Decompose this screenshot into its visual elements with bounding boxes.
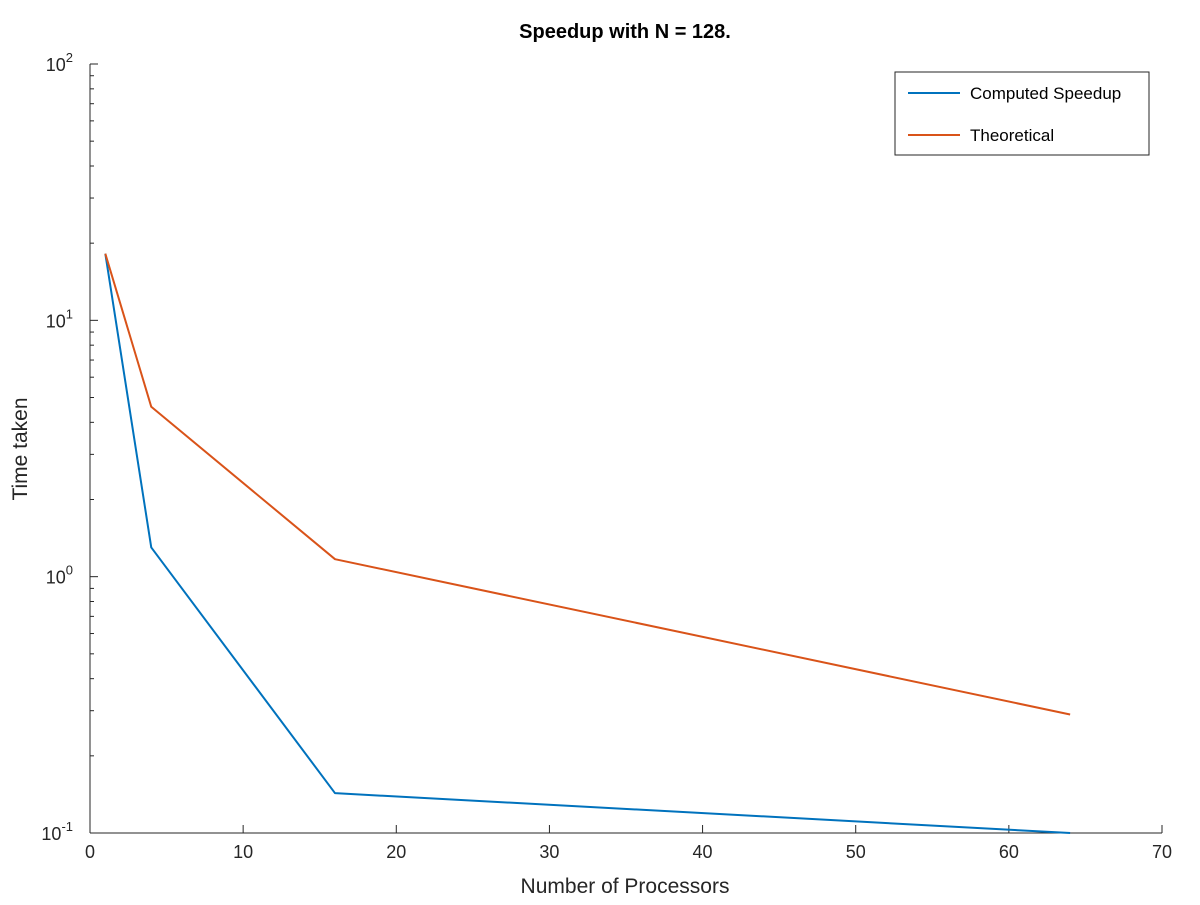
x-tick-label: 40 <box>693 842 713 862</box>
x-tick-label: 20 <box>386 842 406 862</box>
y-tick-base: 10 <box>46 55 66 75</box>
legend-label: Theoretical <box>970 126 1054 145</box>
legend-label: Computed Speedup <box>970 84 1121 103</box>
x-tick-label: 0 <box>85 842 95 862</box>
y-tick-label: 102 <box>46 50 73 75</box>
y-tick-exponent: 0 <box>66 563 73 578</box>
y-tick-label: 100 <box>46 563 73 588</box>
y-tick-exponent: 2 <box>66 50 73 65</box>
x-tick-label: 60 <box>999 842 1019 862</box>
chart-title: Speedup with N = 128. <box>519 21 731 43</box>
x-tick-label: 50 <box>846 842 866 862</box>
y-tick-exponent: 1 <box>66 306 73 321</box>
x-tick-label: 70 <box>1152 842 1172 862</box>
x-tick-label: 10 <box>233 842 253 862</box>
series-layer <box>105 254 1070 834</box>
y-tick-base: 10 <box>46 311 66 331</box>
x-tick-label: 30 <box>539 842 559 862</box>
y-tick-label: 101 <box>46 306 73 331</box>
series-line-1 <box>105 254 1070 833</box>
x-axis-label: Number of Processors <box>521 875 730 898</box>
y-tick-label: 10-1 <box>41 819 73 844</box>
legend: Computed Speedup Theoretical <box>895 72 1149 155</box>
y-tick-base: 10 <box>46 568 66 588</box>
series-line-2 <box>105 254 1070 715</box>
y-axis-label: Time taken <box>9 397 32 500</box>
y-tick-base: 10 <box>41 824 61 844</box>
y-tick-exponent: -1 <box>61 819 73 834</box>
